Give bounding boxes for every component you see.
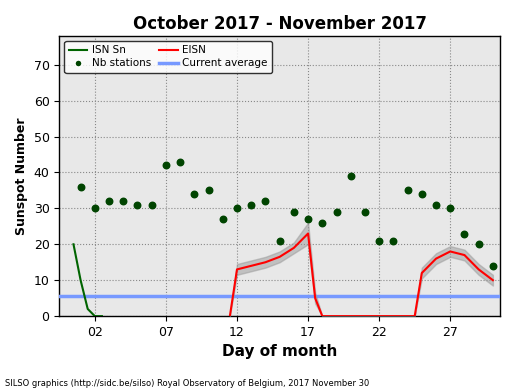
Point xyxy=(119,198,127,204)
Point xyxy=(190,191,198,197)
Point xyxy=(403,187,411,193)
Point xyxy=(105,198,113,204)
Point xyxy=(446,205,454,211)
Point xyxy=(276,238,284,244)
Point xyxy=(162,162,170,168)
Point xyxy=(375,238,383,244)
Point xyxy=(489,263,497,269)
Point xyxy=(389,238,398,244)
Point xyxy=(77,184,85,190)
Point xyxy=(361,209,369,215)
Point xyxy=(432,202,440,208)
Point xyxy=(474,241,483,247)
Point xyxy=(204,187,213,193)
Point xyxy=(219,216,227,222)
Point xyxy=(148,202,156,208)
Y-axis label: Sunspot Number: Sunspot Number xyxy=(15,117,28,235)
Point xyxy=(233,205,241,211)
Point xyxy=(247,202,255,208)
Point xyxy=(176,159,184,165)
Point xyxy=(418,191,426,197)
Point xyxy=(91,205,99,211)
Point xyxy=(318,220,327,226)
Text: SILSO graphics (http://sidc.be/silso) Royal Observatory of Belgium, 2017 Novembe: SILSO graphics (http://sidc.be/silso) Ro… xyxy=(5,379,369,388)
Title: October 2017 - November 2017: October 2017 - November 2017 xyxy=(133,15,426,33)
Point xyxy=(304,216,312,222)
Point xyxy=(290,209,298,215)
Point xyxy=(460,230,469,237)
Point xyxy=(133,202,142,208)
X-axis label: Day of month: Day of month xyxy=(222,344,337,360)
Point xyxy=(347,173,355,179)
Point xyxy=(332,209,340,215)
Point xyxy=(261,198,269,204)
Legend: ISN Sn, Nb stations, EISN, Current average: ISN Sn, Nb stations, EISN, Current avera… xyxy=(64,41,271,73)
